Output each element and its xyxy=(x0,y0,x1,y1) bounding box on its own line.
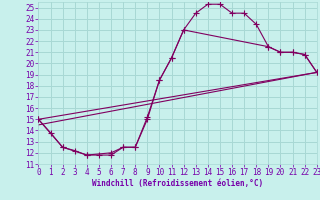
X-axis label: Windchill (Refroidissement éolien,°C): Windchill (Refroidissement éolien,°C) xyxy=(92,179,263,188)
